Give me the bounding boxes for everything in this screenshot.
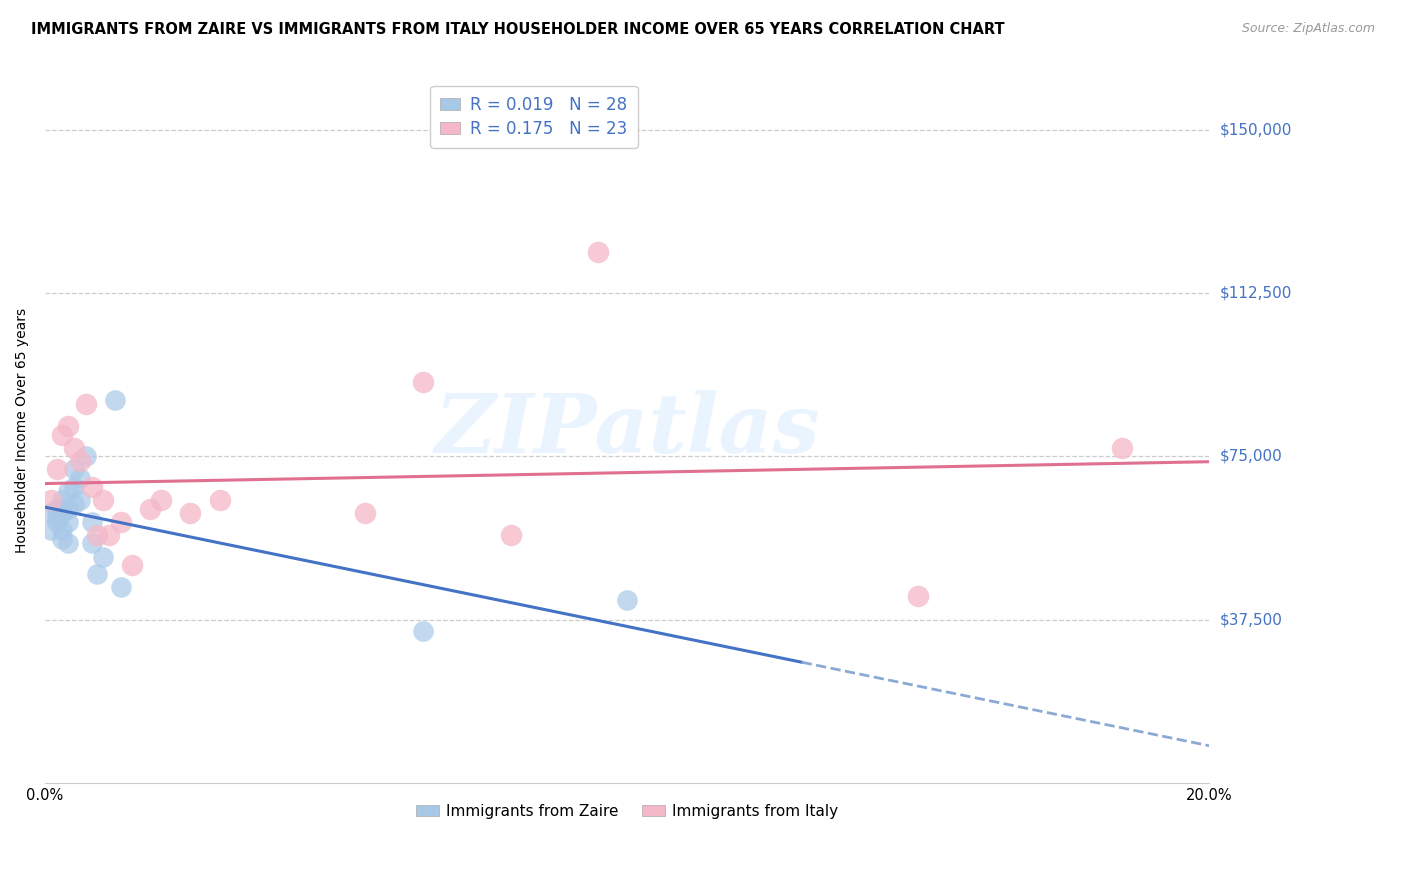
Text: $150,000: $150,000 <box>1220 122 1292 137</box>
Point <box>98 528 121 542</box>
Point <box>63 480 86 494</box>
Point <box>45 462 67 476</box>
Point <box>91 549 114 564</box>
Text: $37,500: $37,500 <box>1220 612 1284 627</box>
Text: IMMIGRANTS FROM ZAIRE VS IMMIGRANTS FROM ITALY HOUSEHOLDER INCOME OVER 65 YEARS : IMMIGRANTS FROM ZAIRE VS IMMIGRANTS FROM… <box>31 22 1004 37</box>
Point <box>907 589 929 603</box>
Point <box>58 501 80 516</box>
Point <box>104 392 127 407</box>
Point <box>86 566 108 581</box>
Point <box>139 501 162 516</box>
Point <box>616 593 638 607</box>
Point <box>80 480 103 494</box>
Text: Source: ZipAtlas.com: Source: ZipAtlas.com <box>1241 22 1375 36</box>
Point <box>45 515 67 529</box>
Point <box>412 376 434 390</box>
Point <box>45 510 67 524</box>
Point <box>150 492 173 507</box>
Point <box>586 244 609 259</box>
Point <box>51 524 73 538</box>
Point <box>208 492 231 507</box>
Point <box>121 558 143 573</box>
Point <box>91 492 114 507</box>
Point <box>412 624 434 638</box>
Point <box>110 580 132 594</box>
Point <box>499 528 522 542</box>
Point <box>69 454 91 468</box>
Legend: Immigrants from Zaire, Immigrants from Italy: Immigrants from Zaire, Immigrants from I… <box>409 797 845 825</box>
Point <box>63 462 86 476</box>
Point <box>58 536 80 550</box>
Text: ZIPatlas: ZIPatlas <box>434 390 820 470</box>
Point <box>45 501 67 516</box>
Point <box>1111 441 1133 455</box>
Point <box>80 515 103 529</box>
Point <box>39 524 62 538</box>
Point <box>51 492 73 507</box>
Y-axis label: Householder Income Over 65 years: Householder Income Over 65 years <box>15 308 30 553</box>
Point <box>51 501 73 516</box>
Point <box>354 506 377 520</box>
Point <box>69 492 91 507</box>
Point <box>58 418 80 433</box>
Point <box>51 427 73 442</box>
Point <box>110 515 132 529</box>
Point <box>58 515 80 529</box>
Point <box>75 450 97 464</box>
Point <box>80 536 103 550</box>
Text: $112,500: $112,500 <box>1220 285 1292 301</box>
Point <box>51 506 73 520</box>
Point <box>39 506 62 520</box>
Text: $75,000: $75,000 <box>1220 449 1282 464</box>
Point <box>39 492 62 507</box>
Point <box>63 497 86 511</box>
Point <box>179 506 201 520</box>
Point <box>58 484 80 499</box>
Point <box>75 397 97 411</box>
Point <box>86 528 108 542</box>
Point <box>51 532 73 546</box>
Point <box>63 441 86 455</box>
Point <box>69 471 91 485</box>
